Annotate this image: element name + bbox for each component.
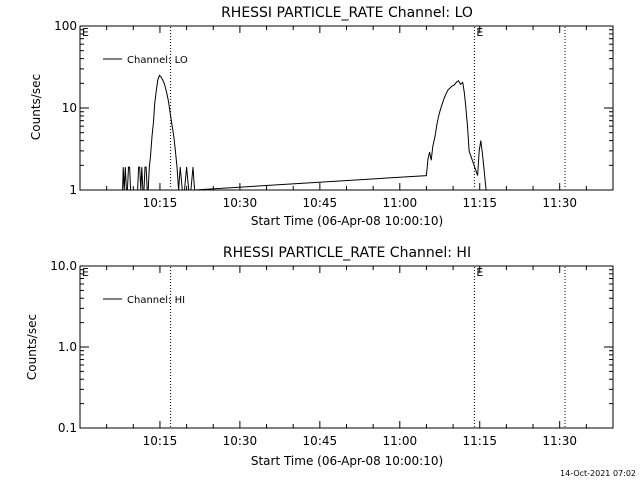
y-tick-label: 1.0 bbox=[58, 340, 77, 354]
y-tick-label: 100 bbox=[54, 19, 77, 33]
legend-label: Channel: LO bbox=[127, 55, 188, 66]
x-axis-label: Start Time (06-Apr-08 10:00:10) bbox=[251, 454, 443, 468]
print-timestamp: 14-Oct-2021 07:02 bbox=[560, 469, 636, 478]
chart-panel-lo: RHESSI PARTICLE_RATE Channel: LO Counts/… bbox=[29, 5, 614, 228]
y-axis-label: Counts/sec bbox=[29, 74, 43, 140]
x-tick-label: 10:15 bbox=[143, 434, 178, 448]
plot-frame bbox=[79, 25, 614, 191]
y-axis-label: Counts/sec bbox=[25, 314, 39, 380]
x-tick-label: 10:45 bbox=[303, 196, 338, 210]
series-line bbox=[122, 74, 487, 191]
legend-label: Channel: HI bbox=[127, 295, 185, 306]
plot-frame bbox=[79, 265, 614, 429]
x-tick-label: 11:15 bbox=[462, 196, 497, 210]
event-marker-label: E bbox=[476, 266, 483, 279]
y-tick-label: 0.1 bbox=[58, 421, 77, 435]
x-tick-label: 11:30 bbox=[542, 196, 577, 210]
event-marker-label: E bbox=[82, 266, 89, 279]
x-tick-label: 10:30 bbox=[223, 434, 258, 448]
x-tick-label: 11:15 bbox=[462, 434, 497, 448]
chart-panel-hi: RHESSI PARTICLE_RATE Channel: HI Counts/… bbox=[25, 245, 614, 468]
chart-title: RHESSI PARTICLE_RATE Channel: HI bbox=[223, 245, 471, 261]
event-marker-label: E bbox=[476, 26, 483, 39]
x-tick-label: 10:45 bbox=[303, 434, 338, 448]
x-tick-label: 11:00 bbox=[383, 434, 418, 448]
x-tick-label: 10:15 bbox=[143, 196, 178, 210]
x-tick-label: 11:00 bbox=[383, 196, 418, 210]
legend: Channel: LO bbox=[103, 55, 188, 66]
x-axis-label: Start Time (06-Apr-08 10:00:10) bbox=[251, 214, 443, 228]
y-tick-label: 10.0 bbox=[50, 259, 77, 273]
chart-title: RHESSI PARTICLE_RATE Channel: LO bbox=[221, 5, 473, 21]
event-marker-label: E bbox=[82, 26, 89, 39]
y-tick-label: 10 bbox=[62, 101, 77, 115]
legend: Channel: HI bbox=[103, 295, 185, 306]
x-tick-label: 10:30 bbox=[223, 196, 258, 210]
y-tick-label: 1 bbox=[69, 183, 77, 197]
x-tick-label: 11:30 bbox=[542, 434, 577, 448]
